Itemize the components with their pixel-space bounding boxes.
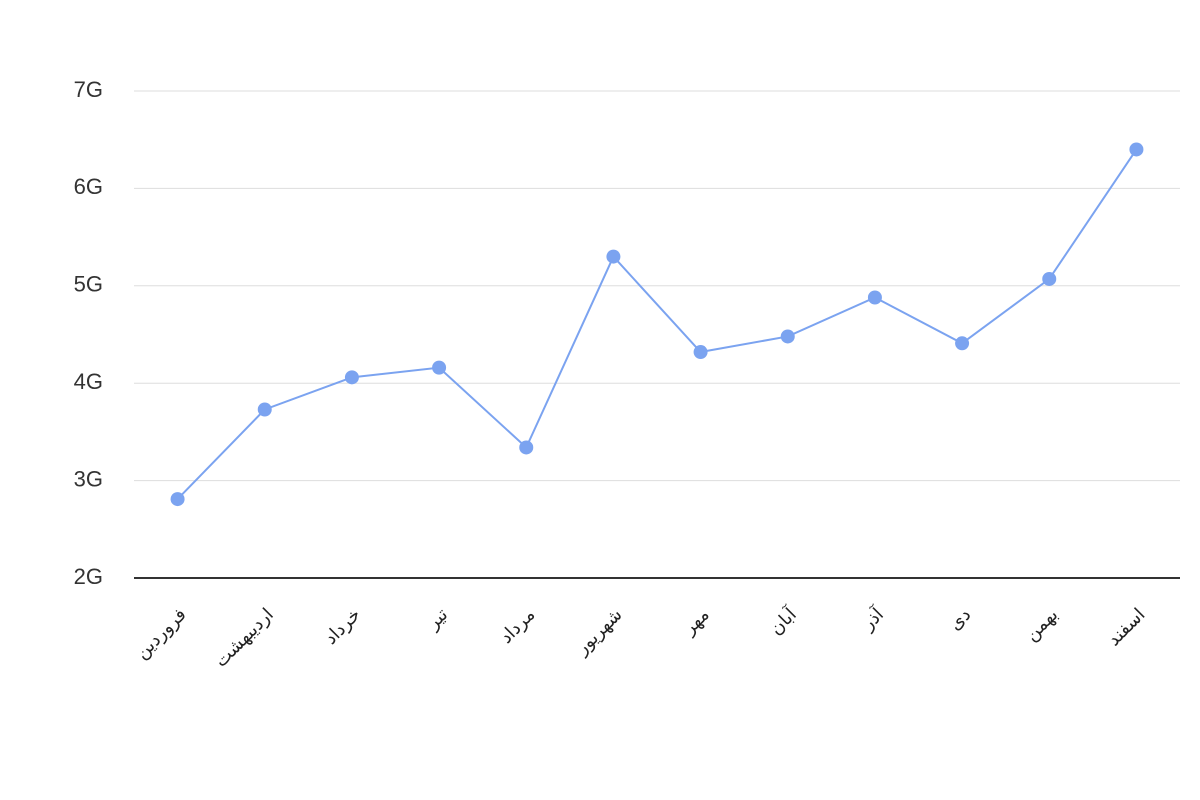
x-tick-label: تیر bbox=[422, 604, 452, 634]
point bbox=[1129, 142, 1144, 157]
x-tick-label: فروردین bbox=[132, 604, 191, 663]
point bbox=[867, 290, 882, 305]
x-tick-label: شهریور bbox=[571, 604, 626, 659]
x-tick-label: بهمن bbox=[1021, 604, 1062, 645]
point bbox=[955, 336, 970, 351]
y-tick-label: 3G bbox=[74, 466, 103, 491]
point bbox=[693, 345, 708, 360]
point bbox=[606, 249, 621, 264]
y-tick-label: 7G bbox=[74, 77, 103, 102]
x-tick-label: خرداد bbox=[320, 604, 365, 649]
x-tick-label: اردیبهشت bbox=[211, 604, 278, 671]
y-tick-label: 5G bbox=[74, 272, 103, 297]
x-tick-label: دی bbox=[945, 604, 975, 634]
x-tick-label: آبان bbox=[764, 602, 801, 639]
point bbox=[170, 492, 185, 507]
point bbox=[780, 329, 795, 344]
point bbox=[519, 440, 534, 455]
point bbox=[432, 360, 447, 375]
x-tick-label: مهر bbox=[678, 604, 713, 639]
x-tick-label: اسفند bbox=[1103, 604, 1149, 650]
point bbox=[1042, 271, 1057, 286]
y-tick-label: 2G bbox=[74, 564, 103, 589]
y-tick-label: 6G bbox=[74, 174, 103, 199]
y-tick-label: 4G bbox=[74, 369, 103, 394]
point bbox=[344, 370, 359, 385]
point bbox=[257, 402, 272, 417]
x-tick-label: آذر bbox=[856, 602, 889, 635]
line bbox=[176, 148, 1138, 500]
x-tick-label: مرداد bbox=[496, 604, 540, 648]
